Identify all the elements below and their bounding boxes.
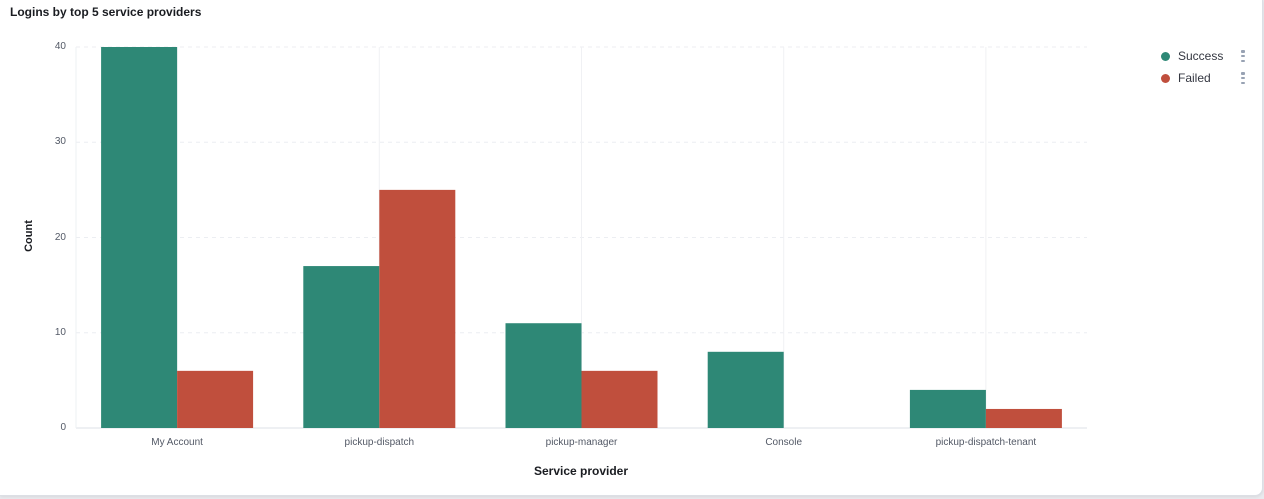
- bar-failed[interactable]: [985, 408, 1062, 428]
- failed-dot-icon: [1161, 73, 1170, 83]
- legend-action-menu-icon[interactable]: [1241, 50, 1245, 62]
- legend: Success Failed: [1156, 45, 1245, 89]
- y-tick-label: 40: [54, 41, 66, 52]
- bar-success[interactable]: [101, 47, 178, 428]
- plot-area: [75, 46, 1087, 429]
- x-axis-label: Service provider: [533, 464, 629, 478]
- x-tick-label: pickup-manager: [545, 437, 618, 448]
- bar-success[interactable]: [303, 266, 380, 428]
- bar-success[interactable]: [505, 323, 582, 428]
- legend-label: Failed: [1178, 71, 1211, 85]
- legend-label: Success: [1178, 49, 1224, 63]
- bar-failed[interactable]: [379, 189, 456, 428]
- x-tick-label: pickup-dispatch-tenant: [935, 437, 1037, 448]
- y-tick-label: 30: [54, 136, 66, 148]
- y-axis-label: Count: [23, 220, 35, 252]
- chart-title: Logins by top 5 service providers: [10, 5, 202, 19]
- success-dot-icon: [1161, 51, 1170, 61]
- y-tick-label: 20: [54, 231, 66, 243]
- bar-failed[interactable]: [177, 370, 254, 428]
- legend-item-failed[interactable]: Failed: [1156, 67, 1245, 89]
- bar-success[interactable]: [707, 351, 784, 428]
- y-tick-label: 0: [60, 422, 66, 433]
- bar-success[interactable]: [909, 389, 986, 428]
- y-tick-label: 10: [54, 326, 66, 338]
- x-tick-label: Console: [765, 437, 803, 448]
- legend-action-menu-icon[interactable]: [1241, 72, 1245, 84]
- legend-item-success[interactable]: Success: [1156, 45, 1245, 67]
- bar-failed[interactable]: [581, 370, 658, 428]
- x-tick-label: pickup-dispatch: [344, 437, 415, 448]
- x-tick-label: My Account: [151, 437, 203, 448]
